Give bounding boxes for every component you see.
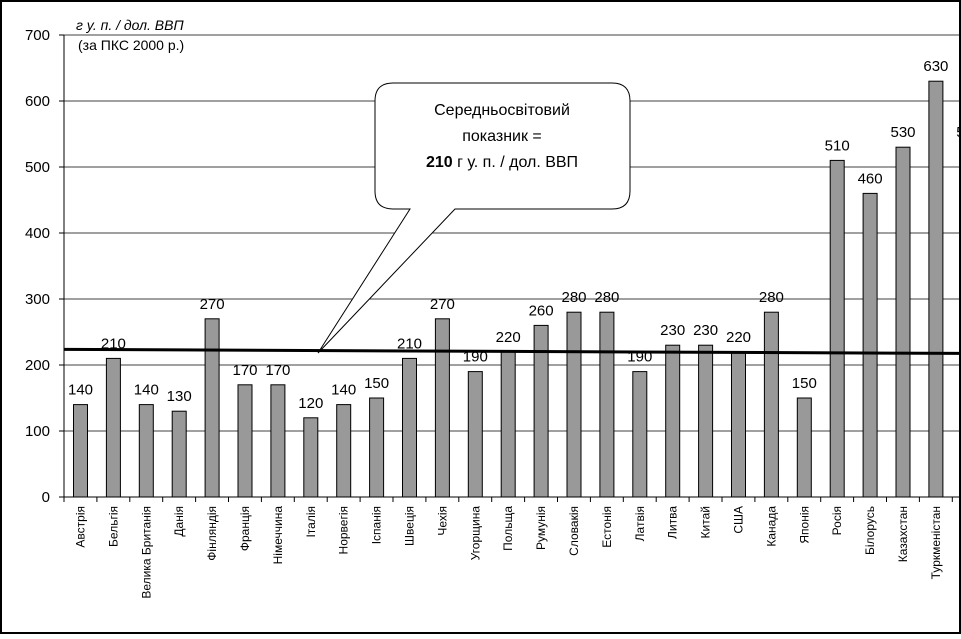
x-category-label: Австрія bbox=[74, 506, 88, 548]
bar bbox=[764, 312, 778, 497]
bar bbox=[699, 345, 713, 497]
x-category-label: Литва bbox=[666, 506, 680, 539]
bar-value-label: 530 bbox=[956, 124, 961, 141]
x-category-label: Угорщина bbox=[468, 506, 482, 561]
bar-value-label: 270 bbox=[430, 296, 455, 313]
bar bbox=[929, 81, 943, 497]
bar-value-label: 260 bbox=[529, 302, 554, 319]
x-category-label: Естонія bbox=[600, 506, 614, 548]
x-category-label: США bbox=[732, 506, 746, 534]
bar bbox=[304, 418, 318, 497]
bar-value-label: 460 bbox=[858, 170, 883, 187]
y-tick-label: 600 bbox=[25, 93, 50, 110]
bar bbox=[205, 319, 219, 497]
x-category-label: Норвегія bbox=[337, 506, 351, 554]
bar-value-label: 280 bbox=[759, 289, 784, 306]
bar bbox=[106, 358, 120, 497]
bar bbox=[896, 147, 910, 497]
callout-line-1: Середньосвітовий bbox=[434, 102, 570, 119]
bar-value-label: 230 bbox=[693, 322, 718, 339]
x-category-label: Іспанія bbox=[370, 506, 384, 544]
bar-value-label: 120 bbox=[298, 395, 323, 412]
x-category-label: Туркменістан bbox=[929, 506, 943, 579]
bar-value-label: 230 bbox=[660, 322, 685, 339]
callout-value: 210 bbox=[426, 154, 453, 171]
bar bbox=[732, 352, 746, 497]
callout-unit: г у. п. / дол. ВВП bbox=[453, 154, 578, 171]
bar bbox=[666, 345, 680, 497]
bar bbox=[271, 385, 285, 497]
x-category-label: Франція bbox=[238, 506, 252, 551]
bar-value-label: 150 bbox=[792, 375, 817, 392]
bar-value-label: 220 bbox=[726, 329, 751, 346]
bar-value-label: 140 bbox=[134, 382, 159, 399]
bar-value-label: 170 bbox=[232, 362, 257, 379]
bar-value-label: 220 bbox=[496, 329, 521, 346]
bar bbox=[633, 372, 647, 497]
bar-value-label: 150 bbox=[364, 375, 389, 392]
x-category-label: Велика Британія bbox=[139, 506, 153, 599]
y-tick-label: 400 bbox=[25, 225, 50, 242]
bar-value-label: 630 bbox=[923, 58, 948, 75]
x-category-label: Чехія bbox=[435, 506, 449, 536]
bar-value-label: 170 bbox=[265, 362, 290, 379]
y-tick-label: 200 bbox=[25, 357, 50, 374]
callout-line-3: 210 г у. п. / дол. ВВП bbox=[426, 154, 578, 171]
callout-line-2: показник = bbox=[462, 128, 542, 145]
x-category-label: Канада bbox=[764, 506, 778, 547]
bar-value-label: 140 bbox=[68, 382, 93, 399]
bar bbox=[238, 385, 252, 497]
bar bbox=[74, 405, 88, 497]
bar bbox=[501, 352, 515, 497]
x-category-label: Данія bbox=[172, 506, 186, 537]
y-tick-label: 100 bbox=[25, 423, 50, 440]
y-tick-label: 300 bbox=[25, 291, 50, 308]
x-category-label: Японія bbox=[797, 506, 811, 544]
bar-value-label: 530 bbox=[890, 124, 915, 141]
x-category-label: Словакія bbox=[567, 506, 581, 556]
y-tick-label: 0 bbox=[42, 489, 50, 506]
bar-value-label: 510 bbox=[825, 137, 850, 154]
x-category-label: Казахстан bbox=[896, 506, 910, 562]
bar bbox=[567, 312, 581, 497]
bar bbox=[370, 398, 384, 497]
x-category-label: Білорусь bbox=[863, 506, 877, 555]
x-category-label: Румунія bbox=[534, 506, 548, 550]
x-category-label: Латвія bbox=[633, 506, 647, 541]
bar-value-label: 270 bbox=[200, 296, 225, 313]
bar bbox=[830, 160, 844, 497]
x-category-label: Бельгія bbox=[106, 506, 120, 547]
bar bbox=[600, 312, 614, 497]
bar-value-label: 280 bbox=[561, 289, 586, 306]
bar-value-label: 140 bbox=[331, 382, 356, 399]
y-tick-label: 500 bbox=[25, 159, 50, 176]
bar bbox=[435, 319, 449, 497]
x-category-label: Німеччина bbox=[271, 506, 285, 565]
bar-value-label: 280 bbox=[594, 289, 619, 306]
bar-value-label: 130 bbox=[167, 388, 192, 405]
x-category-label: Швеція bbox=[403, 506, 417, 546]
x-category-label: Італія bbox=[304, 506, 318, 538]
bar bbox=[172, 411, 186, 497]
bar bbox=[337, 405, 351, 497]
x-category-label: Китай bbox=[699, 506, 713, 538]
bar bbox=[863, 193, 877, 497]
y-tick-label: 700 bbox=[25, 27, 50, 44]
unit-note: (за ПКС 2000 р.) bbox=[78, 37, 184, 53]
x-category-label: Фінляндія bbox=[205, 506, 219, 561]
x-category-label: Росія bbox=[830, 506, 844, 535]
bar bbox=[139, 405, 153, 497]
bar bbox=[468, 372, 482, 497]
unit-label: г у. п. / дол. ВВП bbox=[76, 17, 184, 33]
x-category-label: Польща bbox=[501, 506, 515, 551]
bar bbox=[797, 398, 811, 497]
bar bbox=[403, 358, 417, 497]
